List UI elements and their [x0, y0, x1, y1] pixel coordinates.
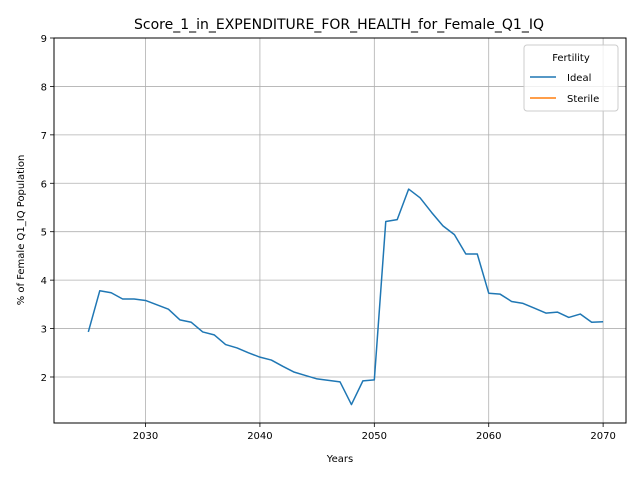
y-tick-label: 2: [41, 373, 47, 384]
x-tick-label: 2070: [590, 431, 615, 442]
legend-box: [523, 44, 619, 112]
legend-label-ideal: Ideal: [567, 73, 591, 84]
x-axis-label: Years: [326, 454, 353, 465]
legend: Fertility Ideal Sterile: [523, 44, 619, 112]
y-tick-label: 3: [41, 325, 47, 336]
series-layer: [87, 188, 604, 406]
plot-area-frame: [53, 37, 627, 424]
series-line-ideal: [87, 188, 604, 406]
chart-title: Score_1_in_EXPENDITURE_FOR_HEALTH_for_Fe…: [134, 17, 544, 33]
y-tick-label: 8: [41, 82, 47, 93]
x-tick-label: 2060: [476, 431, 501, 442]
legend-entries: Ideal Sterile: [530, 73, 599, 105]
grid: [54, 37, 626, 423]
y-tick-label: 4: [41, 276, 47, 287]
y-tick-label: 7: [41, 131, 47, 142]
y-tick-label: 5: [41, 228, 47, 239]
x-tick-label: 2030: [133, 431, 158, 442]
legend-title: Fertility: [552, 53, 590, 64]
x-tick-label: 2050: [362, 431, 387, 442]
y-axis-label: % of Female Q1_IQ Population: [16, 155, 27, 306]
ticks: 2030 2040 2050 2060 2070 2 3 4 5 6 7 8 9: [41, 34, 616, 442]
y-tick-label: 9: [41, 34, 47, 45]
legend-label-sterile: Sterile: [567, 94, 599, 105]
y-tick-label: 6: [41, 179, 47, 190]
x-tick-label: 2040: [247, 431, 272, 442]
